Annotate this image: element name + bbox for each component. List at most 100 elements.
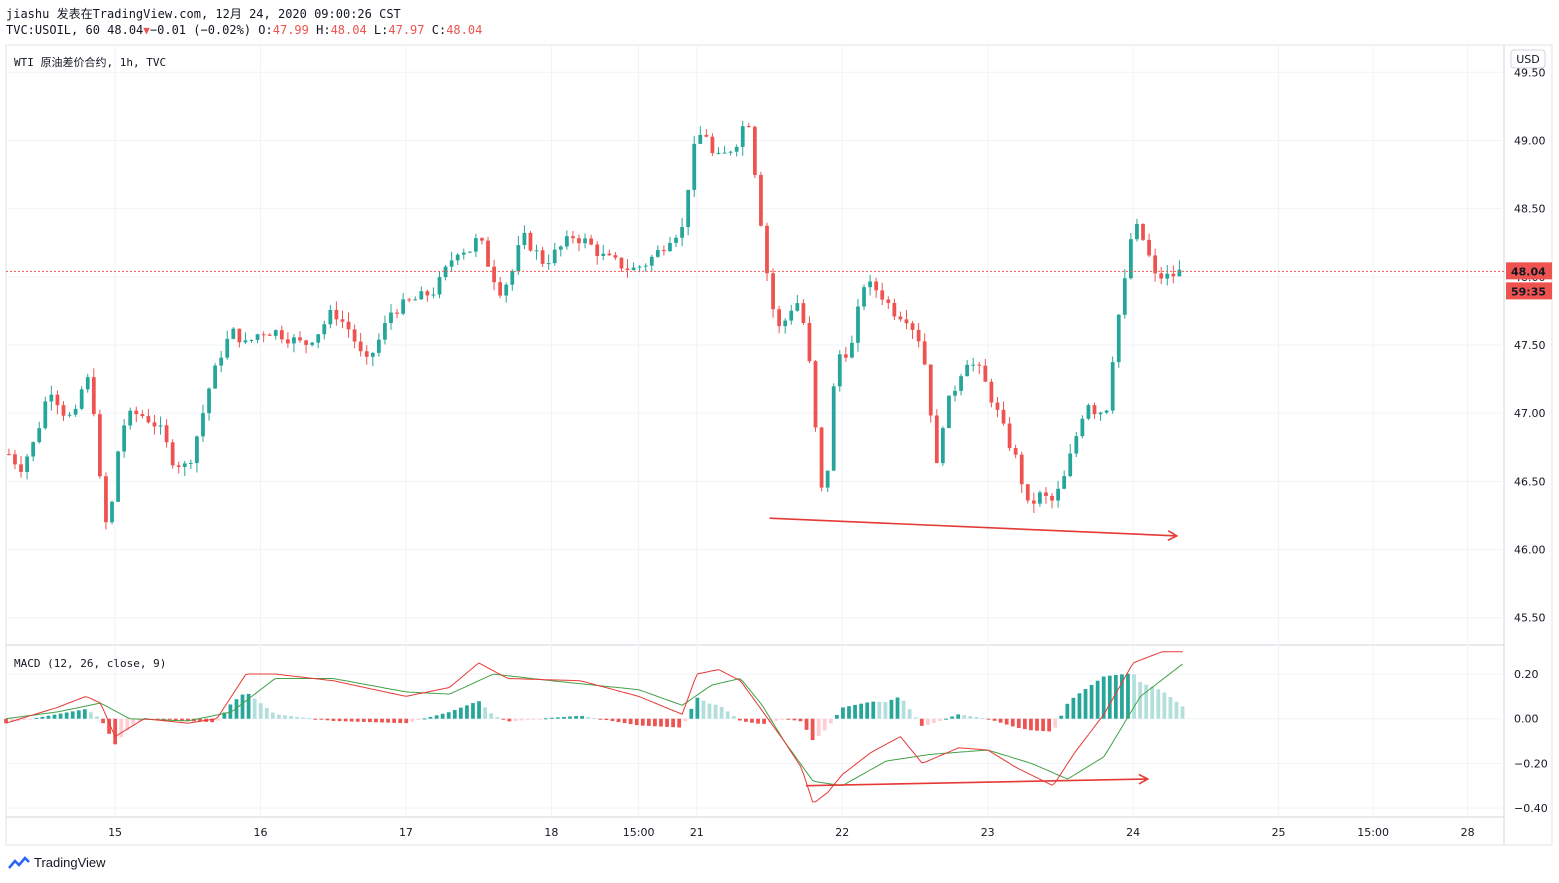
candle-body — [334, 309, 339, 320]
chart-frame — [5, 44, 1553, 846]
macd-histogram-bar — [477, 701, 481, 719]
macd-histogram-bar — [980, 717, 985, 719]
macd-histogram-bar — [610, 718, 615, 722]
candle-body — [1177, 269, 1182, 277]
candle-body — [874, 281, 879, 291]
time-axis-tick: 16 — [254, 826, 268, 839]
macd-histogram-bar — [325, 718, 330, 721]
candle-body — [31, 442, 36, 457]
candle-body — [637, 266, 642, 268]
tradingview-branding[interactable]: TradingView — [8, 855, 106, 870]
candle-body — [516, 245, 521, 272]
macd-histogram-bar — [568, 716, 572, 719]
macd-histogram-bar — [501, 718, 506, 720]
macd-histogram-bar — [1162, 692, 1167, 719]
macd-histogram-bar — [289, 716, 293, 719]
candle-body — [395, 312, 399, 314]
macd-histogram-bar — [113, 718, 118, 745]
macd-histogram-bar — [792, 718, 797, 721]
candle-body — [1013, 448, 1018, 455]
macd-histogram-bar — [252, 698, 257, 719]
candle-body — [959, 376, 963, 391]
candle-body — [965, 364, 970, 377]
macd-divergence-arrow-head — [1138, 773, 1150, 785]
macd-histogram-bar — [798, 718, 803, 722]
currency-button[interactable] — [1510, 49, 1546, 69]
time-axis-tick: 28 — [1461, 826, 1475, 839]
currency-label: USD — [1516, 53, 1540, 66]
candle-body — [655, 250, 660, 257]
macd-histogram-bar — [634, 718, 639, 726]
candle-body — [122, 425, 127, 452]
candle-body — [825, 470, 830, 488]
candle-body — [255, 334, 260, 340]
macd-histogram-bar — [1168, 697, 1173, 719]
time-axis-tick: 15 — [108, 826, 122, 839]
macd-histogram-bar — [234, 699, 239, 719]
candle-body — [340, 319, 345, 322]
macd-histogram-bar — [228, 704, 233, 719]
candle-body — [850, 342, 854, 358]
candle-body — [225, 338, 230, 358]
candle-body — [243, 340, 248, 343]
author-line: jiashu 发表在TradingView.com, 12月 24, 2020 … — [6, 7, 401, 21]
candle-body — [91, 377, 96, 415]
macd-histogram-bar — [343, 718, 348, 722]
candle-body — [492, 266, 496, 283]
macd-histogram-bar — [137, 718, 142, 722]
macd-histogram-bar — [179, 718, 184, 721]
macd-histogram-bar — [616, 718, 621, 723]
macd-histogram-bar — [374, 718, 378, 723]
macd-histogram-bar — [1138, 682, 1142, 719]
candle-body — [577, 238, 581, 244]
macd-histogram-bar — [404, 718, 409, 724]
macd-histogram-bar — [119, 718, 124, 738]
candle-body — [740, 126, 745, 147]
candle-body — [819, 427, 824, 488]
macd-histogram-bar — [907, 709, 912, 719]
candle-body — [1092, 405, 1097, 415]
candle-body — [789, 310, 794, 321]
macd-histogram-bar — [1174, 701, 1179, 719]
macd-histogram-bar — [768, 718, 773, 723]
candle-body — [807, 322, 812, 362]
macd-histogram-bar — [34, 717, 39, 719]
candle-body — [25, 456, 29, 472]
symbol-label[interactable]: TVC:USOIL, 60 — [6, 23, 100, 37]
candle-body — [261, 334, 266, 336]
macd-histogram-bar — [1071, 697, 1076, 719]
candle-body — [880, 290, 885, 300]
candle-body — [358, 341, 363, 352]
candle-body — [1080, 418, 1085, 437]
countdown-tag-text: 59:35 — [1511, 285, 1546, 298]
macd-histogram-bar — [1120, 674, 1124, 719]
candle-body — [7, 454, 11, 456]
candle-body — [601, 253, 606, 256]
open-value: 47.99 — [272, 23, 309, 37]
macd-line — [5, 651, 1183, 803]
macd-histogram-bar — [731, 715, 736, 719]
macd-histogram-bar — [834, 715, 839, 719]
candle-body — [546, 263, 551, 265]
candle-body — [631, 267, 636, 271]
macd-histogram-bar — [167, 718, 172, 720]
macd-histogram-bar — [125, 718, 130, 731]
candle-body — [480, 238, 484, 241]
candle-body — [104, 476, 108, 523]
macd-histogram-bar — [386, 718, 390, 723]
candle-body — [467, 251, 472, 253]
candle-body — [704, 134, 709, 137]
price-divergence-arrow — [769, 517, 1177, 537]
macd-histogram-bar — [562, 716, 566, 719]
candle-body — [1062, 476, 1067, 489]
macd-histogram-bar — [465, 705, 469, 719]
candle-body — [55, 394, 60, 406]
macd-histogram-bar — [804, 718, 809, 730]
candle-body — [613, 255, 618, 258]
candle-body — [219, 357, 224, 366]
macd-histogram-bar — [998, 718, 1003, 723]
macd-histogram-bar — [301, 717, 306, 719]
price-axis-tick: 48.50 — [1514, 203, 1546, 216]
candle-body — [146, 416, 151, 423]
